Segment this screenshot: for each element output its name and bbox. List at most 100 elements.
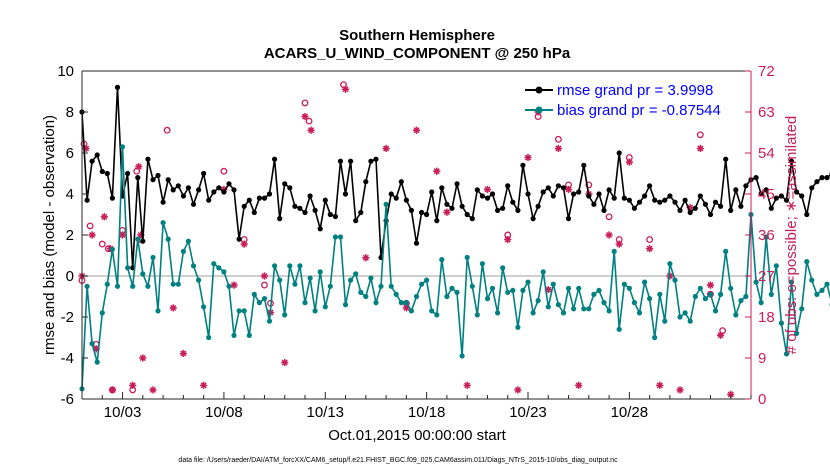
rmse-data-point	[363, 179, 369, 185]
rmse-data-point	[723, 156, 729, 162]
bias-data-point	[434, 312, 440, 318]
rmse-data-point	[125, 170, 131, 177]
rmse-data-point	[246, 197, 252, 203]
rmse-data-point	[515, 207, 521, 213]
rmse-data-point	[277, 216, 283, 222]
bias-data-point	[682, 310, 688, 316]
rmse-data-point	[773, 195, 779, 201]
bias-data-point	[135, 236, 141, 242]
bias-data-point	[282, 312, 288, 318]
obs-possible-marker	[707, 290, 714, 298]
rmse-data-point	[454, 181, 460, 187]
rmse-data-point	[677, 207, 683, 213]
bias-data-point	[702, 296, 709, 302]
rmse-data-point	[332, 213, 338, 220]
y-tick-label: 4	[66, 186, 74, 203]
rmse-data-point	[444, 201, 450, 207]
bias-data-point	[429, 308, 435, 314]
bias-data-point	[677, 314, 683, 320]
obs-assimilated-marker	[100, 213, 108, 221]
rmse-data-point	[322, 197, 328, 203]
obs-assimilated-marker	[625, 158, 633, 166]
bias-data-point	[99, 310, 105, 316]
rmse-data-point	[809, 185, 815, 191]
bias-data-point	[342, 302, 349, 308]
y-tick-label: 0	[66, 268, 74, 285]
bias-data-point	[550, 281, 556, 287]
rmse-data-point	[170, 187, 176, 193]
x-tick-label: 10/03	[104, 404, 142, 421]
rmse-data-point	[626, 197, 633, 203]
rmse-data-point	[206, 197, 212, 203]
rmse-data-point	[540, 189, 546, 195]
bias-data-point	[89, 341, 95, 347]
rmse-data-point	[175, 183, 181, 189]
rmse-data-point	[611, 195, 617, 201]
bias-data-point	[231, 332, 237, 338]
bias-data-point	[707, 291, 714, 297]
rmse-data-point	[261, 195, 268, 201]
rmse-data-point	[707, 211, 714, 218]
x-axis-label: Oct.01,2015 00:00:00 start	[328, 427, 506, 444]
bias-data-point	[241, 308, 247, 314]
bias-data-point	[256, 300, 262, 306]
bias-data-point	[672, 277, 678, 283]
rmse-data-point	[94, 152, 100, 158]
bias-data-point	[266, 318, 273, 324]
rmse-data-point	[84, 197, 90, 203]
x-tick-label: 10/13	[306, 404, 344, 421]
bias-data-point	[530, 310, 536, 316]
obs-assimilated-marker	[301, 112, 309, 121]
rmse-data-point	[434, 218, 440, 224]
bias-data-point	[348, 277, 354, 283]
obs-assimilated-marker	[179, 349, 187, 358]
rmse-data-point	[251, 209, 257, 216]
rmse-data-point	[89, 158, 95, 164]
bias-data-point	[211, 261, 217, 267]
rmse-data-point	[439, 185, 445, 191]
legend-rmse-label: rmse grand pr = 3.9998	[557, 82, 713, 99]
bias-data-point	[170, 281, 176, 287]
obs-assimilated-marker	[696, 144, 704, 153]
bias-data-point	[363, 293, 369, 300]
rmse-data-point	[282, 181, 288, 187]
rmse-data-point	[312, 207, 318, 213]
bias-data-point	[662, 318, 668, 324]
bias-data-point	[596, 287, 602, 293]
rmse-data-point	[657, 199, 663, 205]
rmse-data-point	[429, 189, 435, 195]
rmse-data-point	[738, 203, 744, 209]
rmse-data-point	[145, 156, 151, 162]
bias-data-point	[251, 291, 257, 297]
bias-data-point	[373, 300, 379, 306]
rmse-data-point	[824, 175, 830, 181]
rmse-data-point	[408, 207, 414, 213]
rmse-data-point	[165, 177, 171, 183]
obs-assimilated-marker	[656, 381, 664, 389]
rmse-data-point	[419, 209, 425, 216]
rmse-data-point	[560, 185, 567, 191]
obs-assimilated-marker	[240, 240, 248, 248]
y-tick-label: -6	[61, 391, 74, 408]
rmse-data-point	[768, 205, 774, 211]
obs-assimilated-marker	[443, 208, 451, 216]
bias-data-point	[753, 279, 759, 285]
rmse-data-point	[687, 209, 693, 216]
x-tick-label: 10/18	[408, 404, 446, 421]
bias-data-point	[185, 238, 191, 244]
bias-data-point	[814, 291, 820, 297]
obs-assimilated-marker	[230, 281, 238, 289]
rmse-data-point	[804, 211, 810, 218]
obs-assimilated-marker	[646, 245, 654, 253]
rmse-data-point	[393, 195, 399, 201]
plot-area	[82, 71, 751, 399]
bias-data-point	[216, 265, 222, 271]
rmse-data-point	[631, 205, 638, 211]
obs-possible-marker	[261, 281, 268, 289]
rmse-data-point	[358, 209, 364, 216]
bias-data-point	[616, 326, 622, 332]
rmse-data-point	[535, 203, 541, 209]
rmse-data-point	[155, 172, 161, 179]
rmse-data-point	[403, 197, 409, 203]
rmse-data-point	[479, 193, 485, 199]
